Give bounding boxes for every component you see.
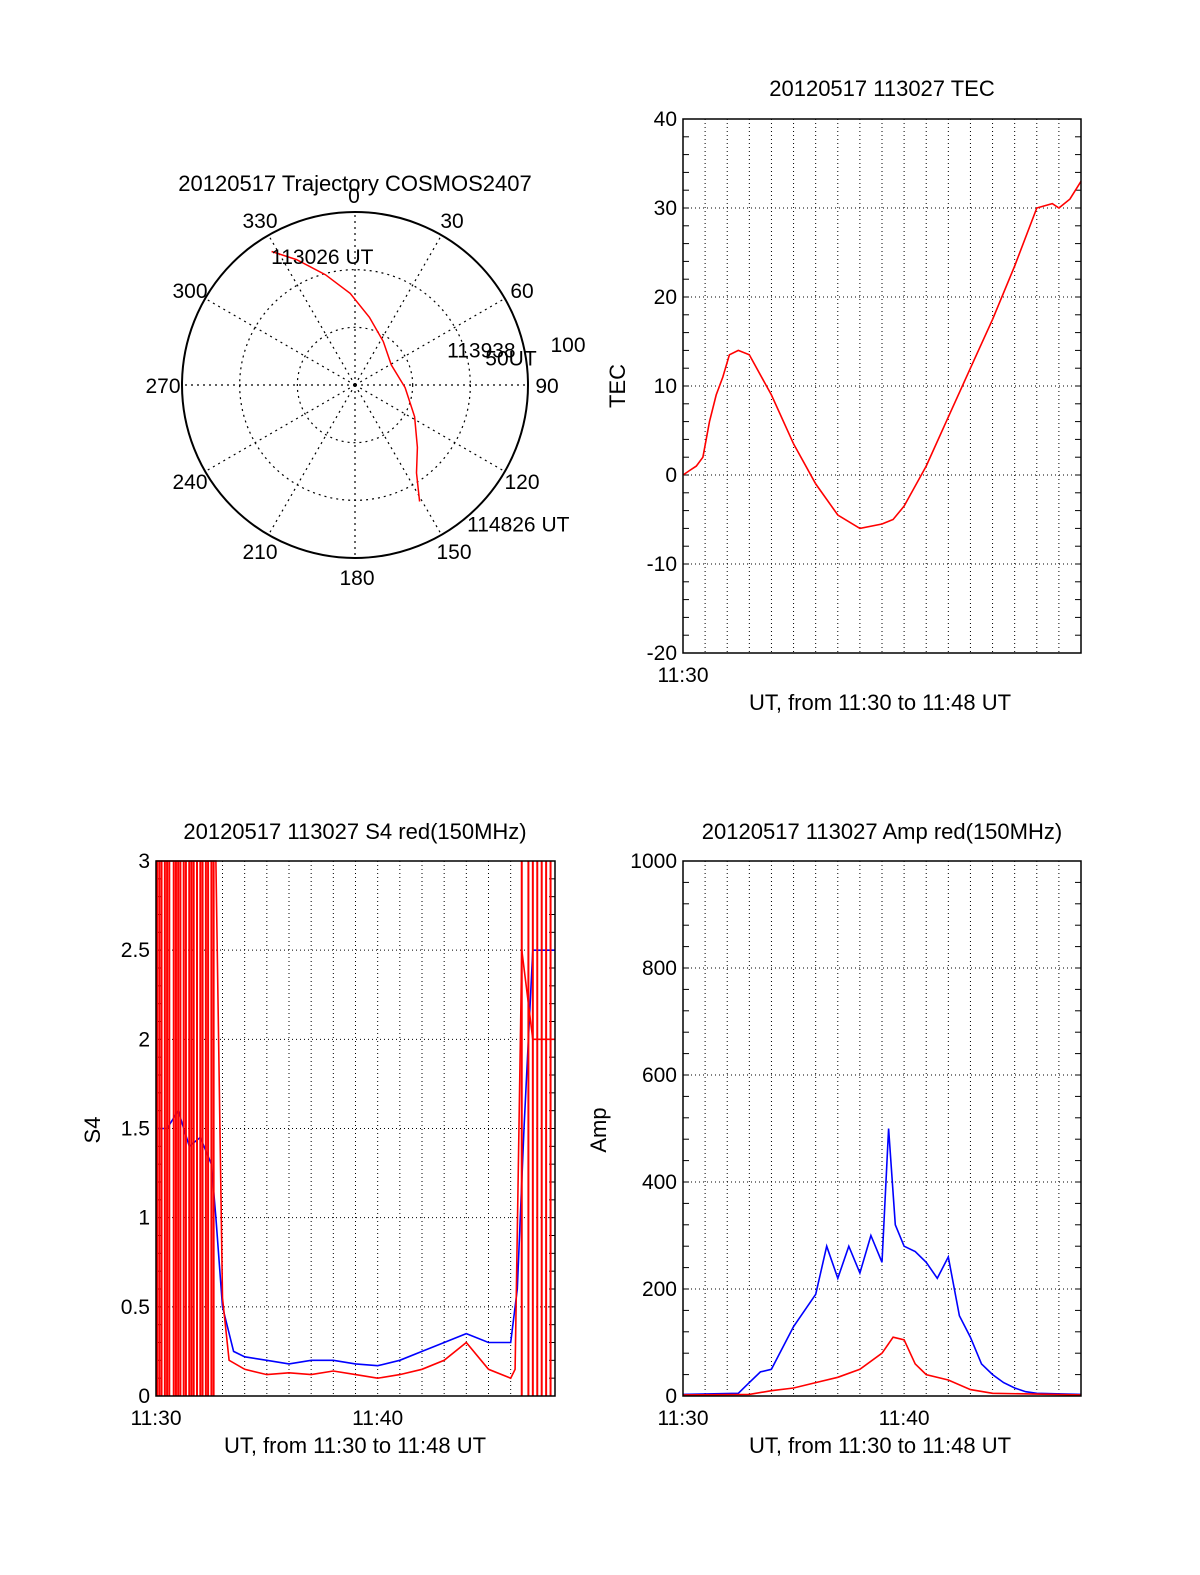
polar-radius-label: 100 xyxy=(550,334,585,357)
s4-ytick-label: 2.5 xyxy=(121,939,150,962)
amp-xtick-label: 11:30 xyxy=(658,1407,709,1430)
polar-azimuth-label: 120 xyxy=(504,471,539,494)
tec-ytick-label: 10 xyxy=(654,375,677,398)
tec-ylabel: TEC xyxy=(605,364,630,408)
amp-series-line-red xyxy=(682,1336,1082,1396)
amp-ytick-label: 1000 xyxy=(630,850,677,873)
s4-ytick-label: 0 xyxy=(138,1385,150,1408)
tec-series-line-red xyxy=(682,180,1082,530)
tec-ytick-label: 0 xyxy=(665,464,677,487)
amp-ytick-label: 400 xyxy=(642,1171,677,1194)
amp-title: 20120517 113027 Amp red(150MHz) xyxy=(702,819,1062,844)
amp-ytick-label: 0 xyxy=(665,1385,677,1408)
amp-ylabel: Amp xyxy=(586,1107,611,1152)
amp-ytick-label: 200 xyxy=(642,1278,677,1301)
polar-azimuth-label: 0 xyxy=(348,185,360,208)
tec-ytick-label: -20 xyxy=(647,642,677,665)
s4-xtick-label: 11:40 xyxy=(352,1407,403,1430)
s4-ytick-label: 1 xyxy=(138,1207,150,1230)
s4-series xyxy=(156,860,555,1396)
s4-ylabel: S4 xyxy=(80,1117,105,1144)
tec-title: 20120517 113027 TEC xyxy=(769,76,995,101)
polar-spoke xyxy=(267,384,356,536)
s4-series-line-red xyxy=(156,860,555,1380)
polar-azimuth-labels: 0 30 60 90 120 150 180 210 240 270 300 330 xyxy=(145,185,558,590)
polar-azimuth-label: 150 xyxy=(436,541,471,564)
polar-spoke xyxy=(354,234,443,386)
s4-panel: 20120517 113027 S4 red(150MHz) 0 0.5 1 1.5 2… xyxy=(80,819,556,1458)
s4-xlabel: UT, from 11:30 to 11:48 UT xyxy=(224,1433,486,1458)
trajectory-annotation: 50UT xyxy=(485,347,537,370)
polar-outer-circle xyxy=(181,211,529,559)
s4-ytick-label: 3 xyxy=(138,850,150,873)
tec-xtick-label: 11:30 xyxy=(658,664,709,687)
polar-spoke xyxy=(204,297,356,386)
tec-panel: 20120517 113027 TEC -20 -10 0 10 20 30 40 11:30… xyxy=(605,76,1082,715)
amp-series xyxy=(682,1128,1082,1396)
polar-azimuth-label: 270 xyxy=(145,375,180,398)
polar-azimuth-label: 210 xyxy=(242,541,277,564)
tec-axes-frame xyxy=(682,118,1082,654)
tec-xlabel: UT, from 11:30 to 11:48 UT xyxy=(749,690,1011,715)
s4-ytick-label: 2 xyxy=(138,1028,150,1051)
tec-ytick-label: 30 xyxy=(654,197,677,220)
polar-azimuth-label: 60 xyxy=(510,280,533,303)
s4-axes-frame xyxy=(155,860,556,1397)
polar-azimuth-label: 90 xyxy=(535,375,558,398)
trajectory-line xyxy=(271,250,421,502)
polar-azimuth-label: 300 xyxy=(172,280,207,303)
polar-azimuth-label: 330 xyxy=(242,210,277,233)
amp-grid xyxy=(683,861,1081,1396)
tec-ytick-label: -10 xyxy=(647,553,677,576)
tec-grid xyxy=(683,119,1081,653)
polar-grid xyxy=(182,212,528,558)
amp-ytick-label: 600 xyxy=(642,1064,677,1087)
s4-xtick-label: 11:30 xyxy=(131,1407,182,1430)
polar-spoke xyxy=(354,384,443,536)
polar-spoke xyxy=(354,384,506,473)
trajectory-annotation: 113938 xyxy=(447,340,516,363)
s4-ytick-label: 0.5 xyxy=(121,1296,150,1319)
s4-series-line-blue xyxy=(156,949,555,1367)
polar-spoke xyxy=(354,297,506,386)
polar-title: 20120517 Trajectory COSMOS2407 xyxy=(178,171,531,196)
tec-ytick-label: 40 xyxy=(654,108,677,131)
tec-series xyxy=(682,180,1082,530)
s4-title: 20120517 113027 S4 red(150MHz) xyxy=(183,819,526,844)
tec-ticks: -20 -10 0 10 20 30 40 11:30 xyxy=(647,108,1081,687)
polar-azimuth-label: 180 xyxy=(339,567,374,590)
amp-axes-frame xyxy=(682,860,1082,1397)
s4-grid xyxy=(156,861,555,1396)
amp-series-line-blue xyxy=(682,1128,1082,1396)
polar-azimuth-label: 240 xyxy=(172,471,207,494)
trajectory-annotation: 114826 UT xyxy=(467,514,570,537)
amp-ytick-label: 800 xyxy=(642,957,677,980)
polar-azimuth-label: 30 xyxy=(440,210,463,233)
amp-xlabel: UT, from 11:30 to 11:48 UT xyxy=(749,1433,1011,1458)
amp-panel: 20120517 113027 Amp red(150MHz) 0 200 400 6… xyxy=(586,819,1082,1458)
tec-ytick-label: 20 xyxy=(654,286,677,309)
polar-trajectory-panel: 20120517 Trajectory COSMOS2407 0 30 60 90 12… xyxy=(145,171,585,590)
polar-spoke xyxy=(267,234,356,386)
amp-ticks: 0 200 400 600 800 1000 11:30 11:40 xyxy=(630,850,1081,1430)
amp-xtick-label: 11:40 xyxy=(879,1407,930,1430)
polar-ring xyxy=(296,326,414,444)
s4-ytick-label: 1.5 xyxy=(121,1118,150,1141)
polar-spoke xyxy=(204,384,356,473)
trajectory-annotation: 113026 UT xyxy=(271,246,374,269)
